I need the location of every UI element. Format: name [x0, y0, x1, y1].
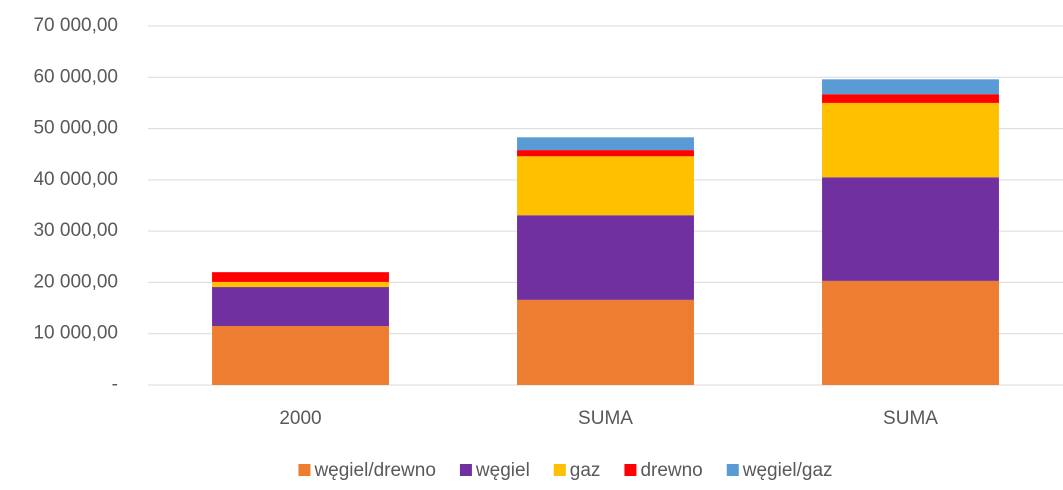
bar-segment — [212, 287, 389, 327]
bar-segment — [517, 215, 694, 300]
bar-segment — [517, 156, 694, 216]
y-tick-label: - — [112, 374, 118, 395]
legend-swatch — [726, 464, 739, 476]
bar-segment — [517, 299, 694, 385]
y-tick-label: 30 000,00 — [33, 220, 118, 241]
y-tick-label: 40 000,00 — [33, 169, 118, 190]
bar-segment — [212, 272, 389, 282]
y-tick-label: 50 000,00 — [33, 118, 118, 139]
legend-label: węgiel/drewno — [313, 460, 435, 481]
legend-swatch — [553, 464, 566, 476]
legend-label: gaz — [570, 460, 601, 481]
legend-swatch — [459, 464, 472, 476]
y-tick-label: 60 000,00 — [33, 66, 118, 87]
y-tick-label: 10 000,00 — [33, 323, 118, 344]
bar-segment — [822, 102, 999, 178]
legend-label: drewno — [640, 460, 702, 481]
bar-segment — [517, 150, 694, 157]
x-tick-label: SUMA — [578, 408, 633, 429]
legend-label: węgiel/gaz — [742, 460, 833, 481]
y-tick-label: 70 000,00 — [33, 15, 118, 36]
bar-segment — [517, 137, 694, 151]
legend-swatch — [298, 464, 311, 476]
x-tick-label: 2000 — [279, 408, 321, 429]
legend-swatch — [624, 464, 637, 476]
y-tick-label: 20 000,00 — [33, 271, 118, 292]
legend-label: węgiel — [475, 460, 530, 481]
bar-segment — [212, 281, 389, 288]
bar-segment — [212, 326, 389, 385]
bar-segment — [822, 79, 999, 95]
bar-segment — [822, 94, 999, 103]
x-tick-label: SUMA — [883, 408, 938, 429]
bar-segment — [822, 280, 999, 385]
bar-segment — [822, 177, 999, 281]
